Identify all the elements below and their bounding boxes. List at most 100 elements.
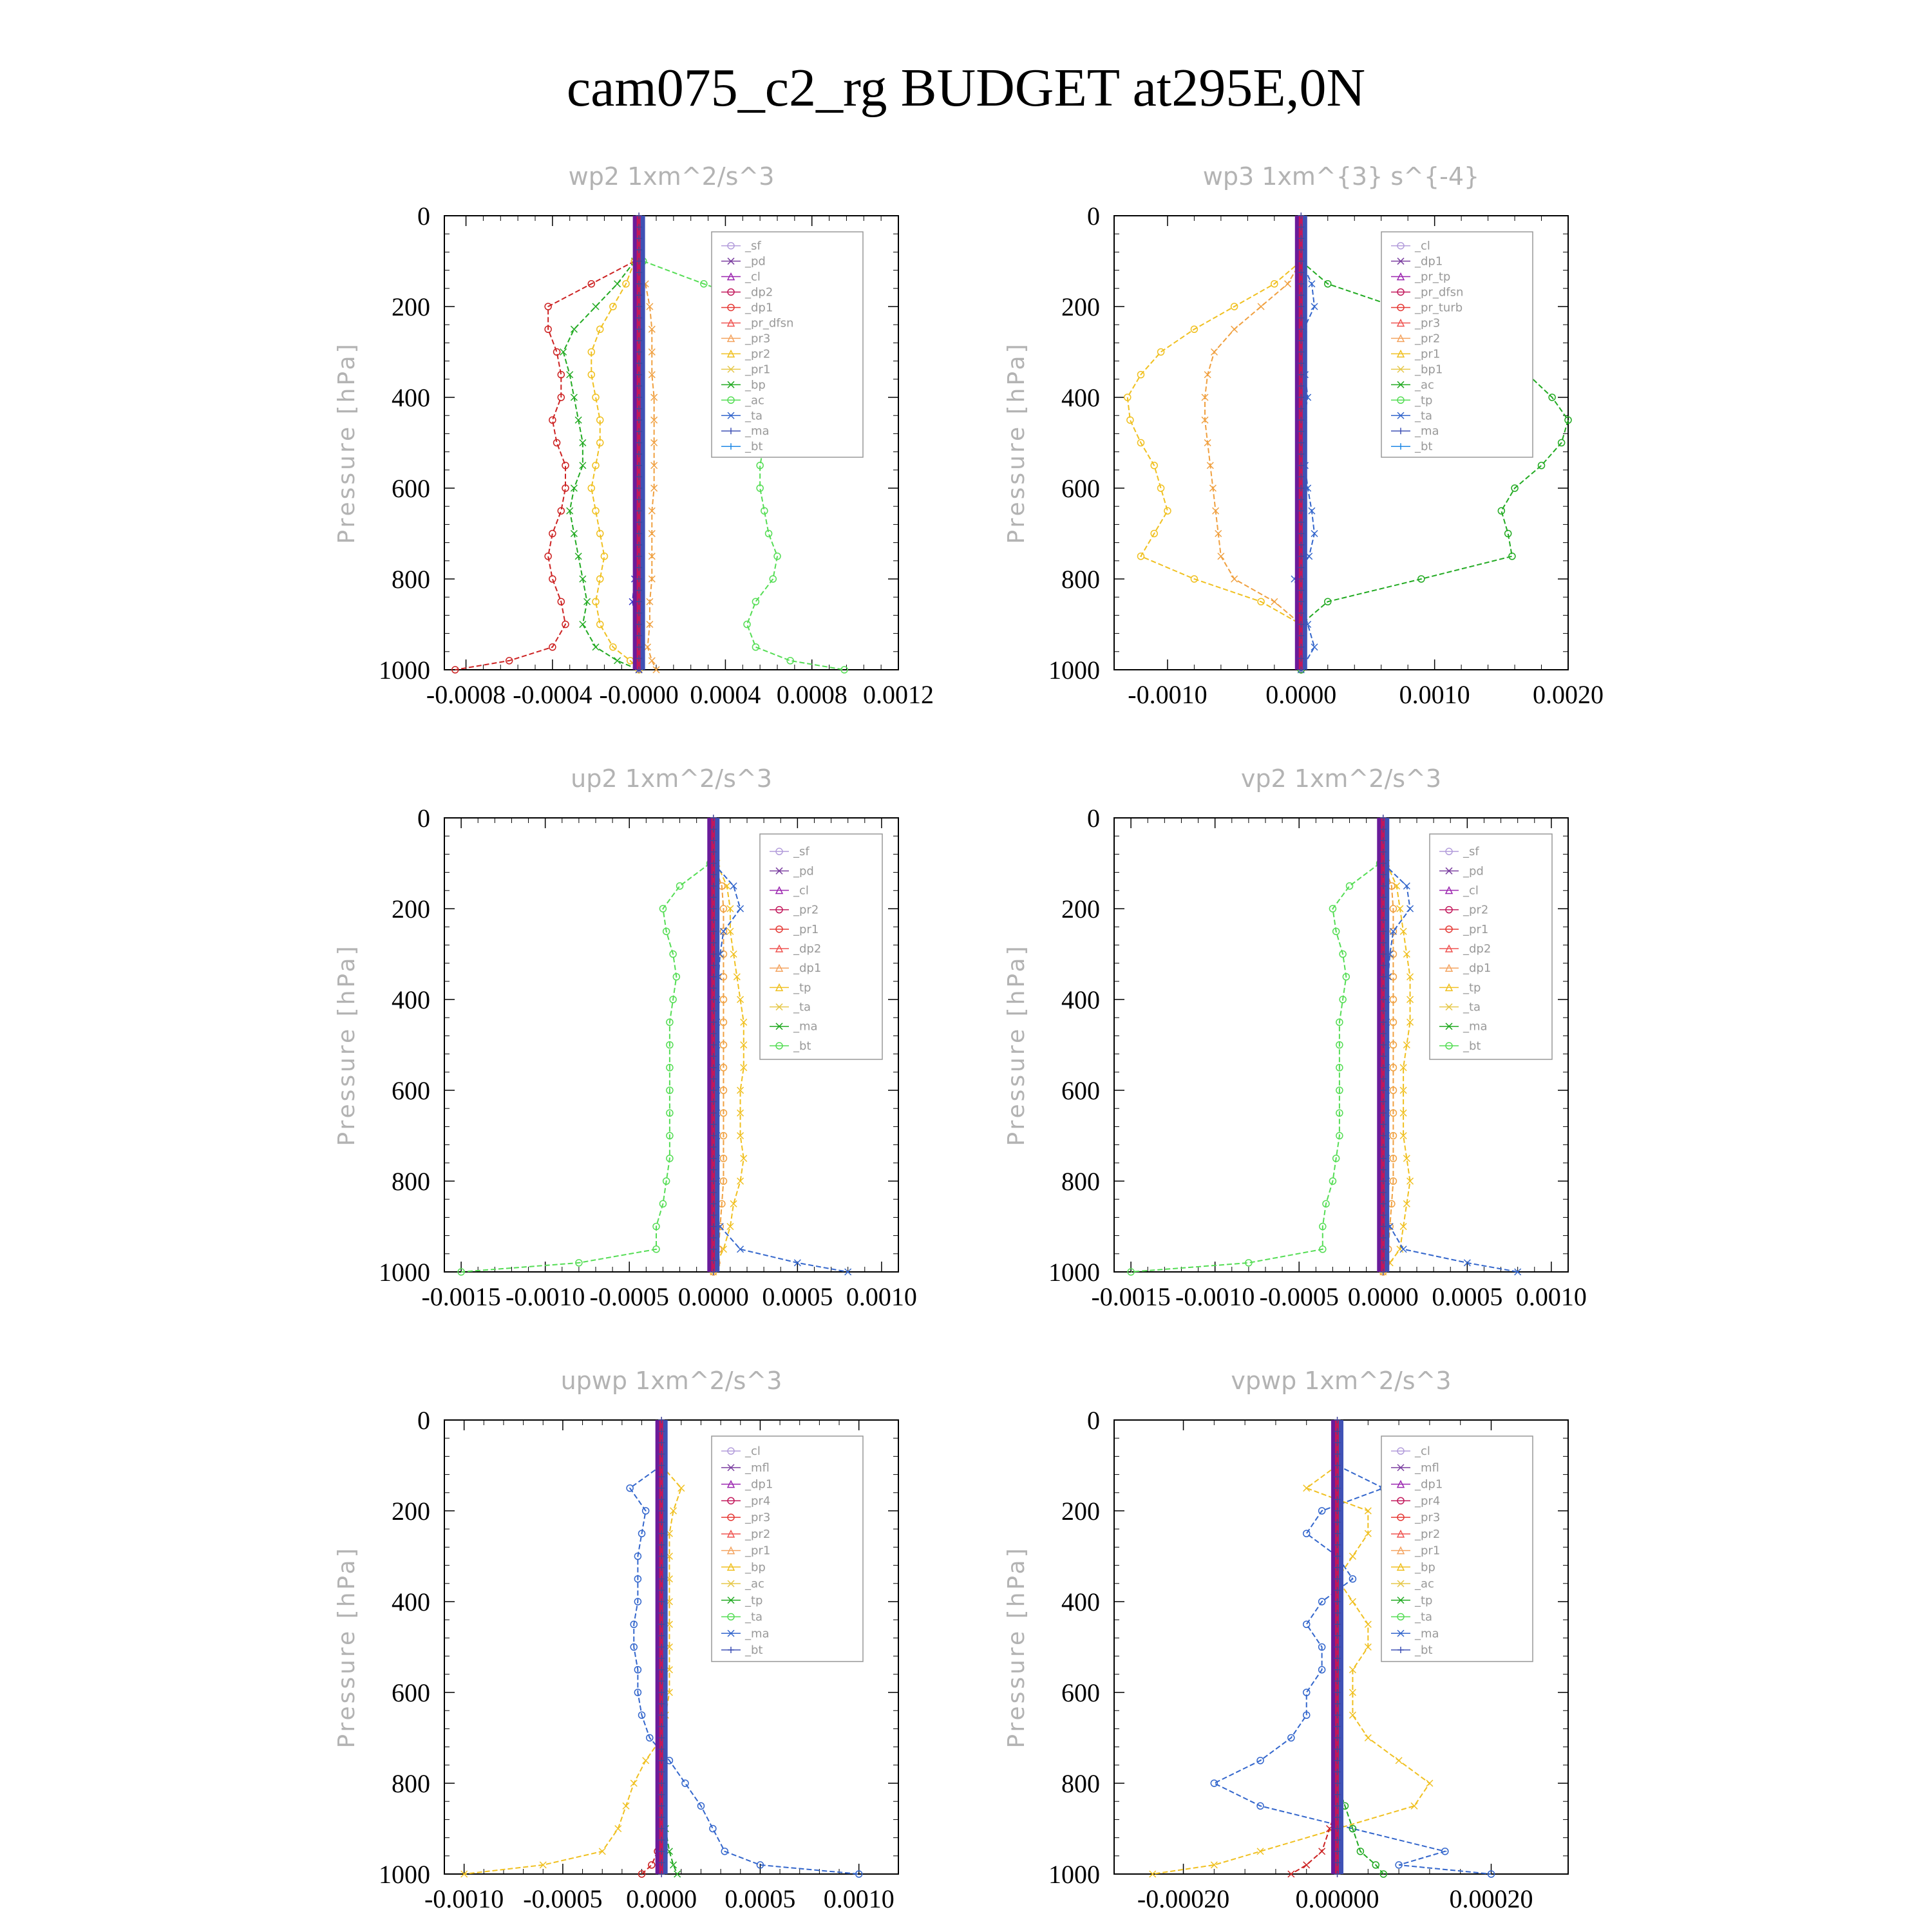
y-tick-label: 400 [1061,985,1100,1014]
x-tick-label: 0.0010 [1516,1282,1587,1311]
data-point [1137,439,1145,447]
legend-label: _dp1 [1463,961,1491,975]
data-point [1487,1870,1495,1878]
data-point [1364,1734,1372,1742]
zero-budget-marker [1379,826,1387,833]
data-point [1149,1870,1157,1878]
data-point [1302,1620,1311,1628]
x-tick-label: -0.0015 [421,1282,500,1311]
data-point [730,882,737,890]
zero-budget-marker [658,1541,665,1548]
legend: _sf _pd _cl _pr2 _pr1 _dp2 _dp1 _tp _ta _ma _bt [759,833,883,1060]
zero-budget-marker [658,1553,665,1560]
legend-marker [1397,381,1405,388]
data-point [596,439,604,447]
data-point [630,1779,638,1787]
zero-budget-marker [1379,848,1387,855]
zero-budget-marker [1379,1235,1387,1242]
zero-budget-marker [658,1825,665,1832]
zero-budget-marker [1379,1110,1387,1117]
data-point [1271,280,1278,288]
data-point [1318,1848,1326,1855]
data-point [1231,325,1238,333]
data-point [756,484,764,492]
zero-budget-marker [658,1859,665,1866]
data-point [1372,1861,1380,1869]
data-point [562,484,569,492]
legend-label: _pd [744,255,766,269]
legend-label: _ma [1463,1020,1488,1034]
data-point [662,1177,670,1185]
data-point [630,1620,638,1628]
legend-label: _pr3 [1414,316,1440,330]
zero-budget-marker [636,337,643,344]
data-point [574,553,582,560]
zero-budget-marker [1334,1712,1341,1719]
legend-label: _pr1 [744,1544,770,1558]
zero-budget-marker [658,1689,665,1696]
data-point [596,325,604,333]
legend-marker [728,443,734,450]
zero-budget-marker [636,235,643,242]
legend-label: _ta [793,1001,811,1014]
data-point [614,1824,622,1833]
x-tick-label: 0.00020 [1450,1884,1533,1913]
series-line-tp [1382,862,1518,1273]
zero-budget-marker [658,1768,665,1776]
data-point [648,657,656,665]
legend-label: _bt [1414,1643,1432,1657]
y-tick-label: 1000 [1048,1860,1100,1889]
legend-label: _cl [744,1444,761,1458]
legend-label: _cl [744,270,761,284]
data-point [737,1245,744,1253]
zero-budget-marker [710,939,717,946]
legend-marker [775,905,783,914]
data-point [670,1507,677,1515]
data-point [650,393,658,401]
data-point [648,348,656,356]
data-point [557,598,565,605]
zero-budget-marker [710,882,717,889]
zero-budget-marker [1298,542,1305,549]
legend-label: _pr_dfsn [744,316,793,330]
zero-budget-marker [1334,1508,1341,1514]
legend-label: _mfl [744,1461,770,1475]
data-point [1389,1155,1397,1162]
zero-budget-marker [1334,1700,1341,1707]
data-point [553,439,561,447]
data-point [726,905,734,913]
legend-marker [1397,443,1404,450]
panel-title: up2 1xm^2/s^3 [571,764,772,793]
zero-budget-marker [1298,598,1305,605]
data-point [1318,1666,1326,1674]
data-point [1311,643,1318,651]
zero-budget-marker [636,246,643,253]
data-point [1336,1018,1343,1026]
data-point [570,393,578,401]
zero-budget-marker [710,1257,717,1264]
zero-budget-marker [1379,871,1387,878]
data-point [1212,507,1220,515]
data-point [1349,1666,1356,1674]
legend-marker [727,303,735,312]
x-tick-label: -0.0010 [424,1884,504,1913]
zero-budget-marker [710,871,717,878]
data-point [544,303,552,310]
zero-budget-marker [1379,1245,1387,1253]
data-point [652,1222,660,1231]
zero-budget-marker [1379,905,1387,912]
y-axis-label: Pressure [hPa] [1003,943,1030,1146]
data-point [670,1861,677,1869]
zero-budget-marker [1379,1041,1387,1048]
data-point [1329,1177,1337,1185]
data-point [460,1870,468,1878]
series-line-pr1 [562,260,639,670]
legend-marker [1445,925,1453,933]
legend-marker [726,1530,735,1538]
panel-title: vp2 1xm^2/s^3 [1241,764,1441,793]
data-point [648,371,656,379]
data-point [1126,416,1134,424]
data-point [855,1870,863,1878]
legend-label: _mfl [1414,1461,1439,1475]
zero-budget-marker [658,1757,665,1764]
